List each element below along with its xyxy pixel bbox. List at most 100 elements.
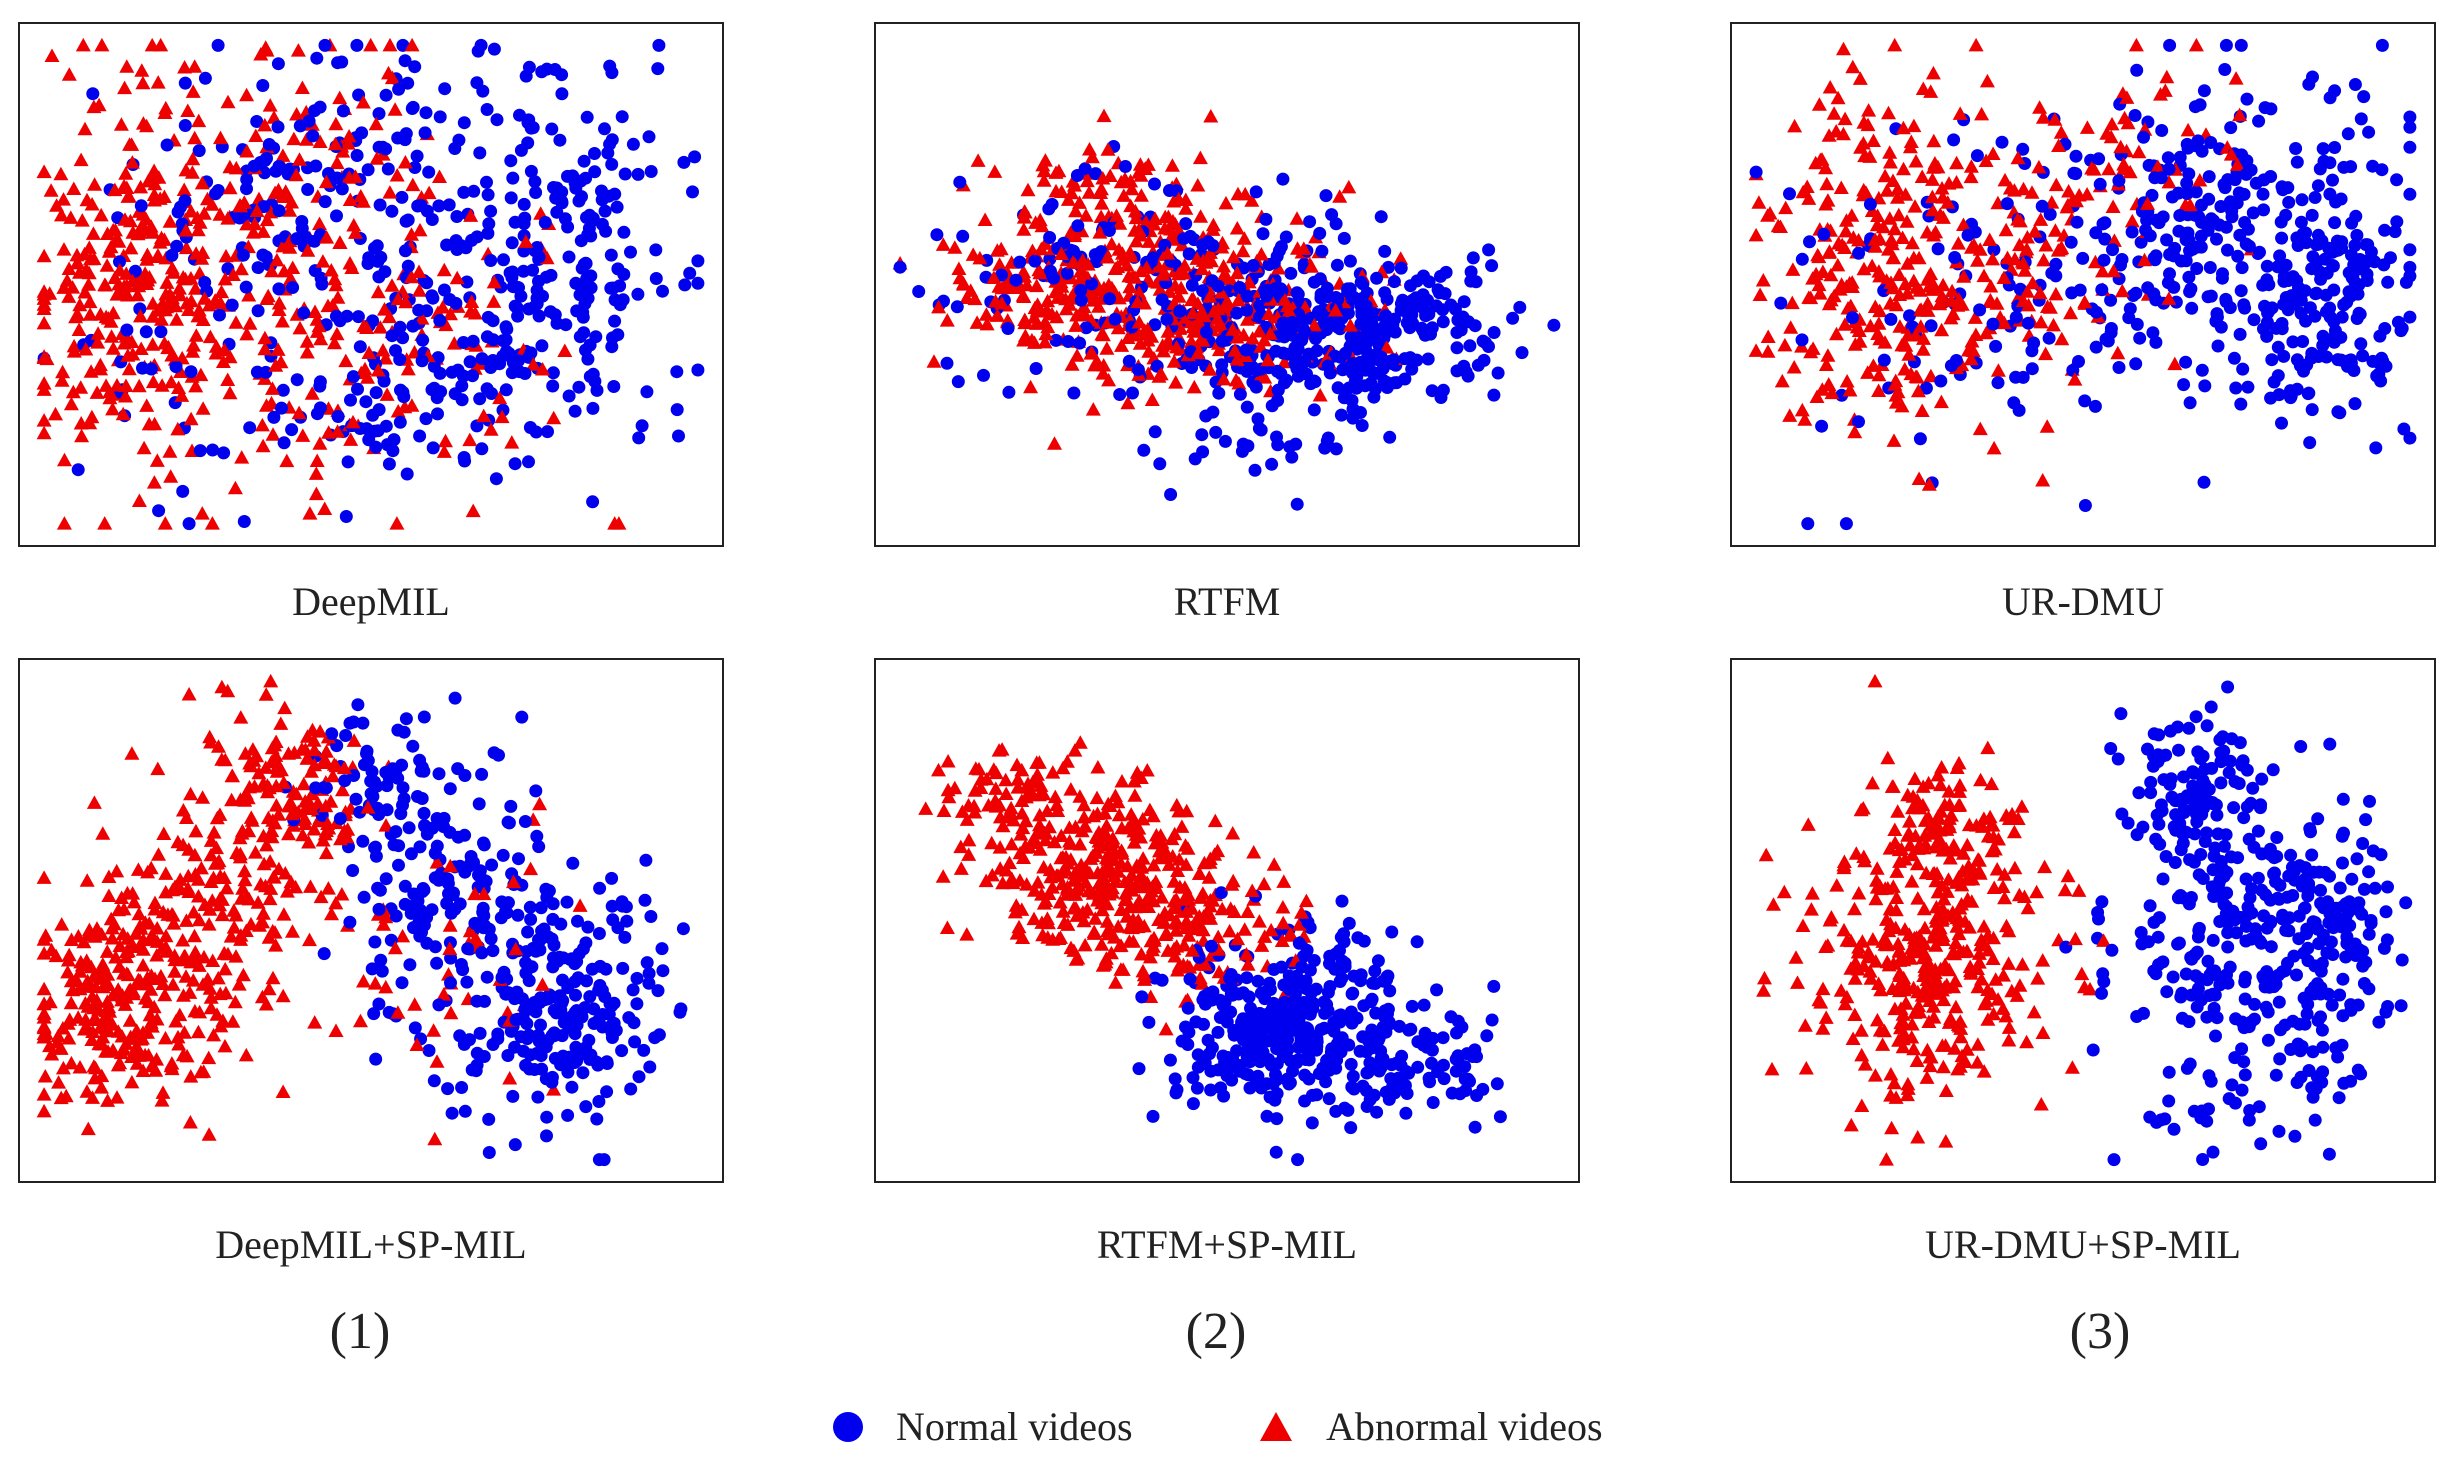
abnormal-point — [159, 944, 175, 958]
abnormal-point — [226, 920, 242, 934]
normal-point — [1839, 517, 1853, 531]
normal-point — [240, 173, 254, 186]
normal-point — [2089, 305, 2103, 319]
normal-point — [399, 712, 413, 726]
normal-point — [1049, 333, 1063, 347]
abnormal-point — [61, 289, 77, 303]
abnormal-point — [987, 793, 1003, 807]
abnormal-point — [172, 287, 188, 302]
normal-point — [402, 821, 416, 835]
normal-point — [369, 840, 382, 854]
normal-point — [295, 215, 309, 228]
abnormal-point — [2036, 252, 2052, 267]
normal-point — [597, 1153, 611, 1167]
abnormal-point — [1815, 264, 1831, 278]
normal-point — [1344, 1121, 1358, 1135]
abnormal-point — [201, 1050, 217, 1065]
normal-point — [2224, 121, 2238, 135]
normal-point — [691, 363, 705, 377]
abnormal-point — [1066, 943, 1082, 957]
normal-point — [519, 69, 533, 83]
abnormal-point — [1069, 348, 1085, 362]
abnormal-point — [228, 160, 244, 175]
abnormal-point — [2031, 159, 2047, 174]
normal-point — [1987, 243, 2001, 257]
abnormal-point — [90, 335, 106, 349]
normal-point — [640, 956, 654, 970]
normal-point — [120, 323, 134, 337]
normal-point — [2219, 220, 2233, 234]
abnormal-point — [2032, 100, 2048, 114]
normal-point — [470, 419, 484, 433]
abnormal-point — [194, 175, 210, 190]
normal-point — [473, 146, 487, 160]
normal-point — [1227, 1028, 1241, 1042]
normal-point — [417, 764, 431, 778]
abnormal-point — [1160, 246, 1176, 260]
abnormal-point — [211, 739, 226, 753]
abnormal-point — [334, 887, 350, 901]
normal-point — [381, 162, 395, 176]
normal-point — [2078, 499, 2092, 512]
normal-point — [275, 401, 288, 415]
normal-point — [558, 212, 572, 226]
normal-point — [2215, 271, 2229, 285]
abnormal-point — [188, 328, 204, 342]
normal-point — [464, 856, 478, 870]
abnormal-point — [109, 1090, 125, 1104]
abnormal-point — [987, 164, 1003, 178]
normal-point — [1863, 197, 1877, 211]
abnormal-point — [36, 413, 52, 427]
normal-point — [451, 762, 465, 776]
normal-point — [309, 781, 323, 795]
normal-point — [1515, 346, 1529, 360]
abnormal-point — [378, 979, 394, 994]
abnormal-point — [131, 1048, 147, 1062]
abnormal-point — [195, 312, 211, 326]
abnormal-point — [202, 902, 218, 916]
normal-point — [1214, 886, 1228, 900]
abnormal-point — [404, 398, 420, 412]
abnormal-point — [311, 318, 327, 333]
normal-point — [2016, 142, 2030, 156]
normal-point — [2378, 223, 2392, 237]
abnormal-point — [1871, 383, 1887, 397]
normal-point — [1191, 1048, 1205, 1062]
normal-point — [2204, 136, 2218, 149]
normal-point — [2360, 274, 2374, 287]
abnormal-point — [1155, 338, 1171, 352]
normal-point — [2403, 110, 2417, 124]
abnormal-point — [336, 760, 352, 775]
normal-point — [1948, 251, 1962, 264]
abnormal-point — [113, 117, 129, 131]
normal-point — [1248, 463, 1262, 477]
normal-point — [438, 82, 452, 96]
abnormal-point — [390, 1005, 406, 1019]
normal-point — [1284, 266, 1298, 280]
abnormal-point — [1891, 267, 1907, 281]
abnormal-point — [36, 1030, 52, 1044]
abnormal-point — [483, 422, 499, 436]
abnormal-point — [258, 760, 274, 774]
abnormal-point — [95, 969, 111, 983]
abnormal-point — [135, 1063, 151, 1077]
abnormal-point — [2061, 184, 2077, 198]
abnormal-point — [1197, 957, 1213, 971]
normal-point — [2373, 329, 2387, 343]
abnormal-point — [102, 384, 118, 399]
normal-point — [2231, 249, 2245, 263]
abnormal-point — [183, 411, 199, 426]
normal-point — [930, 228, 944, 242]
normal-point — [2210, 232, 2223, 246]
abnormal-point — [1943, 310, 1959, 325]
normal-point — [448, 691, 462, 705]
normal-point — [1459, 1084, 1473, 1097]
abnormal-point — [73, 380, 89, 394]
abnormal-point — [1934, 181, 1950, 195]
normal-point — [1259, 212, 1273, 226]
normal-point — [485, 858, 499, 872]
normal-point — [2240, 92, 2254, 106]
abnormal-point — [1275, 915, 1291, 930]
abnormal-point — [121, 361, 137, 376]
abnormal-point — [2128, 37, 2144, 52]
